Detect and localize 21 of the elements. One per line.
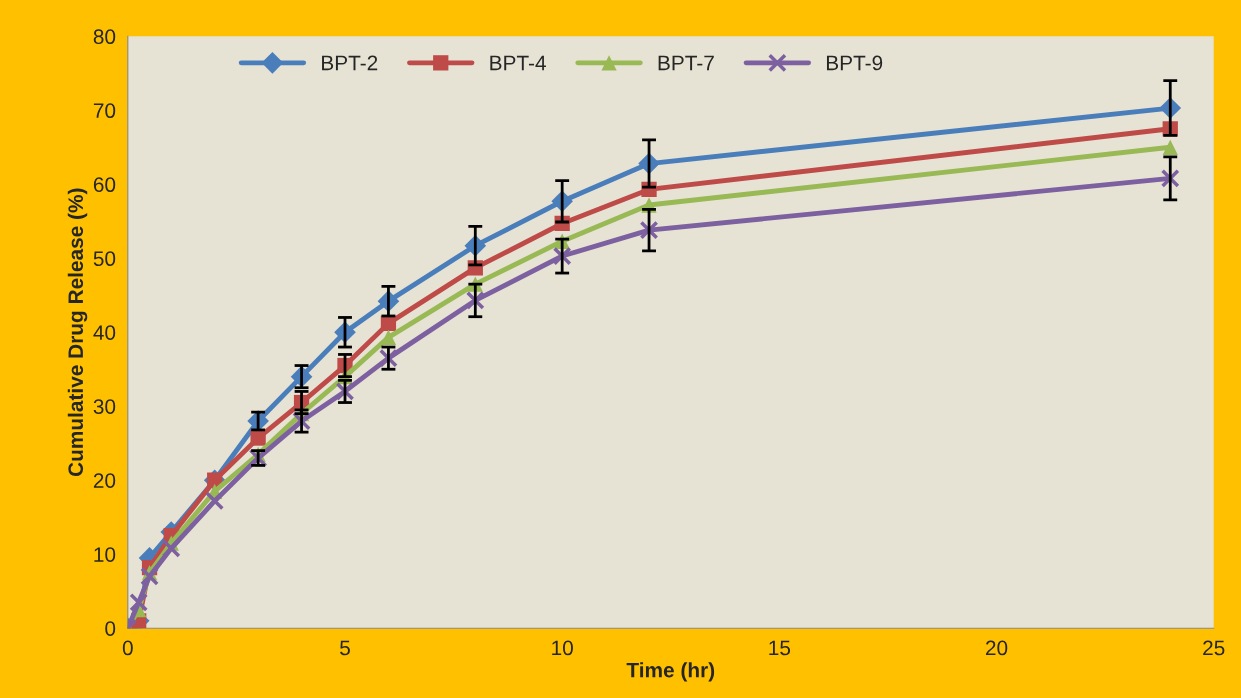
legend-label: BPT-7 [658, 55, 714, 71]
legend-label: BPT-9 [826, 55, 883, 71]
x-tick-label: 25 [1203, 640, 1225, 656]
y-tick-label: 40 [93, 325, 116, 340]
x-tick-label: 15 [769, 640, 791, 656]
legend-label: BPT-4 [490, 55, 546, 71]
y-tick-label: 80 [93, 29, 116, 45]
x-tick-label: 10 [552, 640, 573, 656]
y-tick-label: 60 [93, 177, 116, 193]
y-axis-title: Cumulative Drug Release (%) [67, 188, 88, 477]
x-axis-title: Time (hr) [626, 662, 715, 682]
y-tick-label: 20 [93, 473, 116, 488]
x-tick-label: 0 [122, 640, 133, 656]
y-tick-label: 0 [105, 621, 116, 636]
y-tick-label: 70 [93, 103, 116, 119]
x-tick-label: 5 [340, 640, 350, 656]
y-tick-label: 10 [94, 547, 116, 562]
y-tick-label: 50 [93, 251, 116, 267]
y-tick-label: 30 [93, 399, 116, 414]
x-tick-label: 20 [985, 640, 1008, 656]
legend-label: BPT-2 [322, 55, 378, 71]
